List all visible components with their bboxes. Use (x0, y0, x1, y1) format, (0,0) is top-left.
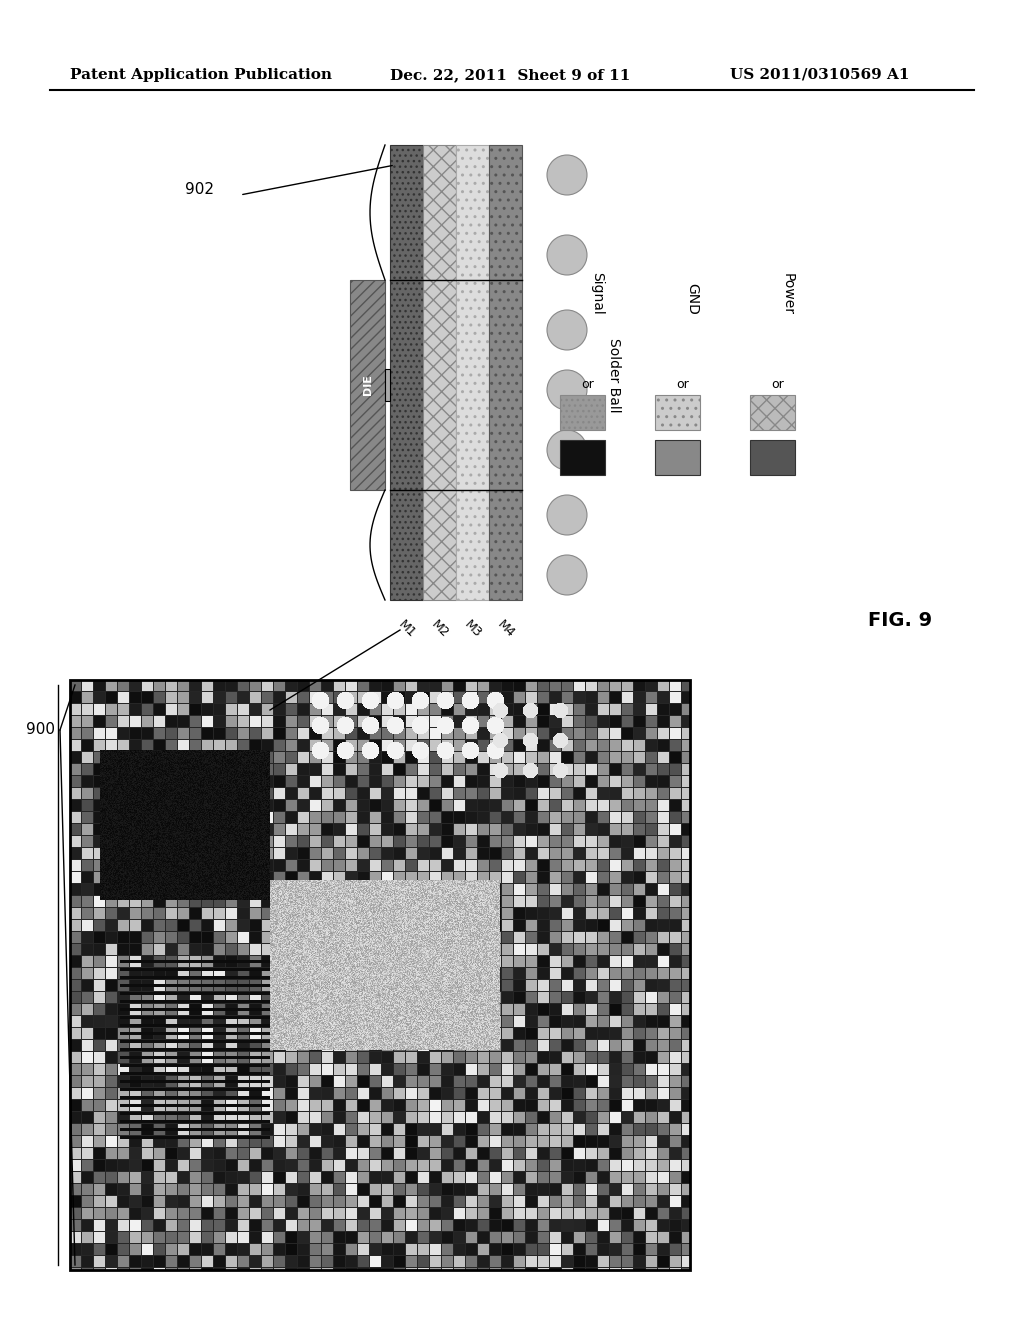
Text: Dec. 22, 2011  Sheet 9 of 11: Dec. 22, 2011 Sheet 9 of 11 (390, 69, 631, 82)
Text: 902: 902 (185, 182, 214, 198)
Bar (390, 145, 423, 601)
Bar (750, 440, 795, 475)
Bar (655, 440, 700, 475)
Circle shape (547, 310, 587, 350)
Text: Signal: Signal (591, 272, 604, 315)
Text: M2: M2 (428, 618, 451, 640)
Bar (456, 145, 489, 601)
Bar (655, 395, 700, 430)
Circle shape (547, 370, 587, 411)
Bar (489, 145, 522, 601)
Text: US 2011/0310569 A1: US 2011/0310569 A1 (730, 69, 909, 82)
Text: Patent Application Publication: Patent Application Publication (70, 69, 332, 82)
Circle shape (547, 430, 587, 470)
Text: Solder Ball: Solder Ball (607, 338, 621, 412)
Bar (750, 395, 795, 430)
Bar (70, 680, 690, 1270)
Text: M4: M4 (495, 618, 517, 640)
Text: M3: M3 (462, 618, 483, 640)
Text: FIG. 9: FIG. 9 (868, 610, 932, 630)
Bar (350, 280, 385, 490)
Text: Power: Power (780, 273, 795, 315)
Circle shape (547, 554, 587, 595)
Text: GND: GND (685, 282, 699, 315)
Bar (385, 370, 390, 401)
Circle shape (547, 495, 587, 535)
Text: M1: M1 (395, 618, 418, 640)
Text: 900: 900 (26, 722, 55, 738)
Circle shape (547, 235, 587, 275)
Text: or: or (676, 379, 689, 392)
Bar (560, 395, 605, 430)
Text: or: or (771, 379, 784, 392)
Bar (560, 440, 605, 475)
Text: DIE: DIE (362, 375, 373, 396)
Circle shape (547, 154, 587, 195)
Text: or: or (582, 379, 594, 392)
Bar (423, 145, 456, 601)
